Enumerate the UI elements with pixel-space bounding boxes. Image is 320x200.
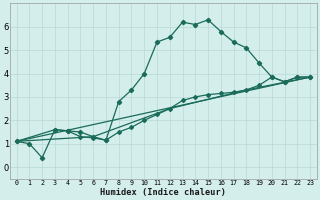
X-axis label: Humidex (Indice chaleur): Humidex (Indice chaleur) [100,188,226,197]
